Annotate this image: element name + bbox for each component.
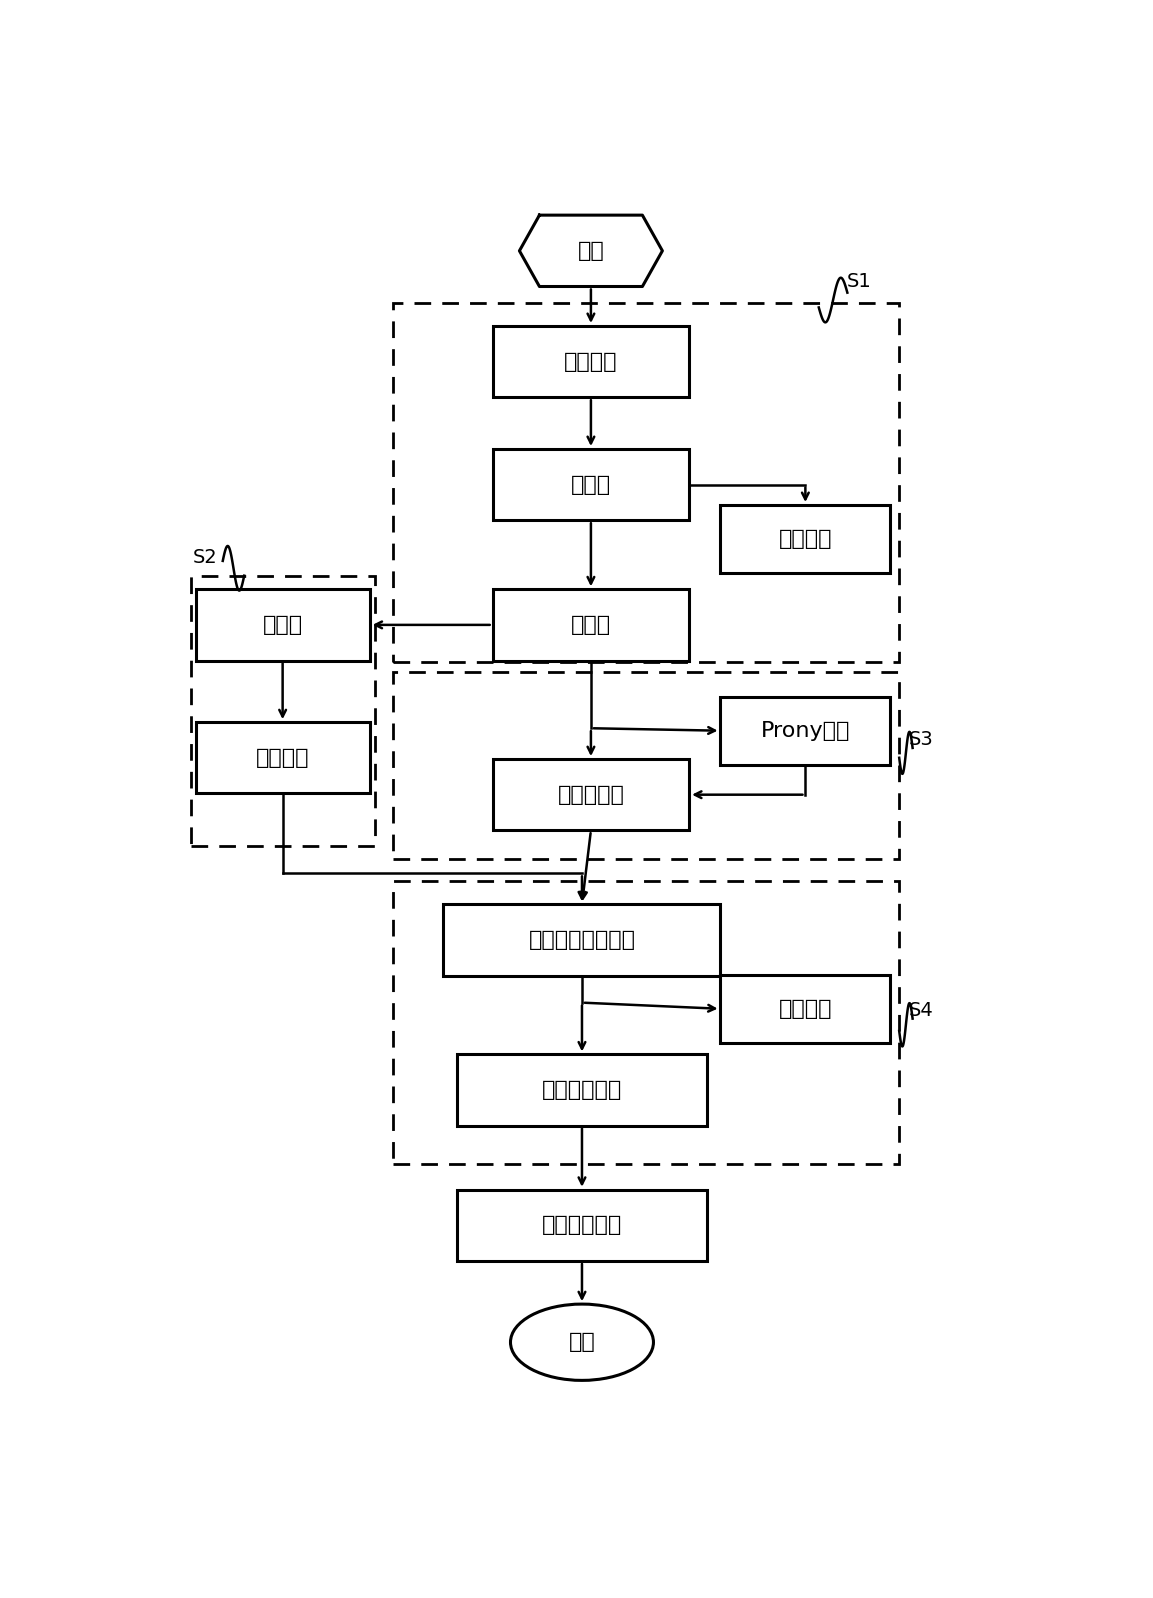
Text: S1: S1 bbox=[846, 272, 872, 291]
Ellipse shape bbox=[511, 1304, 654, 1381]
Text: 真实信号极値留数: 真实信号极値留数 bbox=[528, 930, 635, 949]
FancyBboxPatch shape bbox=[492, 326, 689, 398]
FancyBboxPatch shape bbox=[457, 1055, 707, 1125]
FancyBboxPatch shape bbox=[721, 697, 890, 764]
FancyBboxPatch shape bbox=[196, 722, 370, 794]
FancyBboxPatch shape bbox=[444, 904, 721, 975]
FancyBboxPatch shape bbox=[196, 590, 370, 660]
Text: 信号重构: 信号重构 bbox=[778, 999, 832, 1020]
FancyBboxPatch shape bbox=[457, 1189, 707, 1261]
Text: 有义成分: 有义成分 bbox=[256, 748, 309, 767]
Text: 极値、留数: 极値、留数 bbox=[557, 785, 625, 805]
Text: S4: S4 bbox=[910, 1000, 934, 1020]
Text: 各数据段消噪: 各数据段消噪 bbox=[542, 1080, 623, 1099]
Text: 数据段: 数据段 bbox=[571, 615, 611, 634]
Text: 滑动窗: 滑动窗 bbox=[571, 475, 611, 495]
Text: Prony分解: Prony分解 bbox=[761, 721, 850, 741]
Text: 实测信号: 实测信号 bbox=[564, 352, 618, 372]
FancyBboxPatch shape bbox=[492, 449, 689, 521]
Text: 截取数据: 截取数据 bbox=[778, 529, 832, 548]
Text: 整段数据消噪: 整段数据消噪 bbox=[542, 1216, 623, 1235]
FancyBboxPatch shape bbox=[721, 505, 890, 572]
Text: S2: S2 bbox=[193, 548, 217, 567]
Text: 幅频图: 幅频图 bbox=[263, 615, 303, 634]
Polygon shape bbox=[519, 216, 662, 286]
Text: 开始: 开始 bbox=[578, 241, 604, 260]
FancyBboxPatch shape bbox=[492, 590, 689, 660]
Text: S3: S3 bbox=[910, 730, 934, 749]
FancyBboxPatch shape bbox=[721, 975, 890, 1042]
Text: 结束: 结束 bbox=[568, 1333, 595, 1352]
FancyBboxPatch shape bbox=[492, 759, 689, 831]
